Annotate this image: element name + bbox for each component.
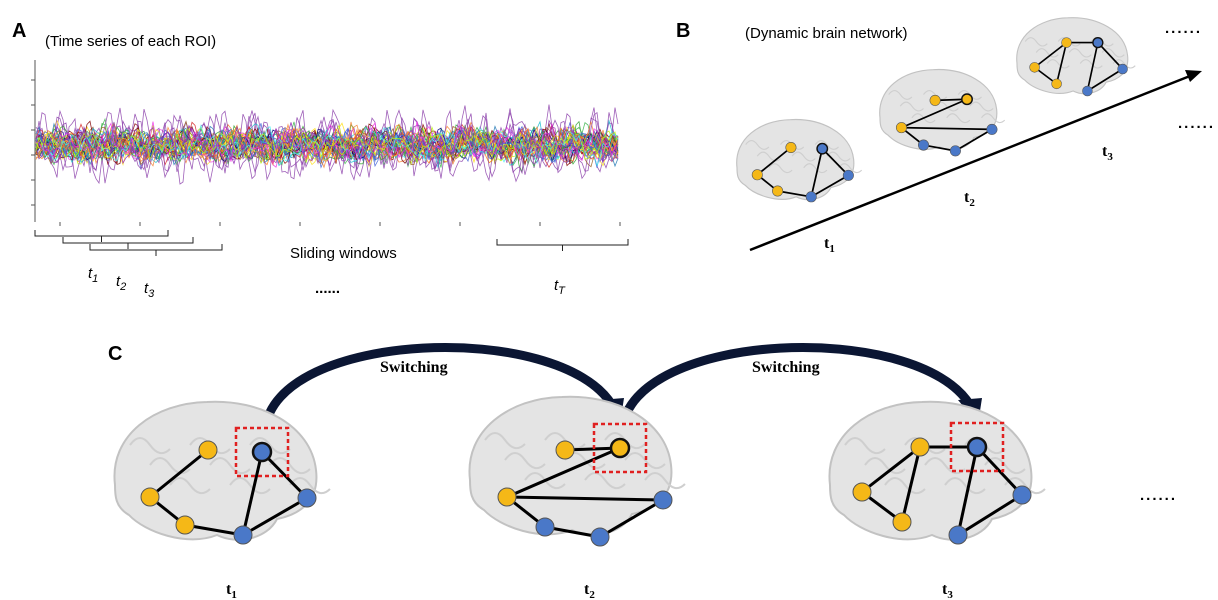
node [786, 142, 796, 152]
node [654, 491, 672, 509]
node [918, 140, 928, 150]
window-label: t2 [116, 273, 126, 293]
diagram-shapes [35, 18, 1202, 546]
node [1052, 79, 1062, 89]
node [987, 124, 997, 134]
brain [114, 402, 316, 540]
node [1118, 64, 1128, 74]
caption: (Time series of each ROI) [45, 33, 216, 50]
window-label: t1 [88, 265, 98, 285]
node [949, 526, 967, 544]
node [536, 518, 554, 536]
node [199, 441, 217, 459]
bracket [497, 239, 628, 251]
node [1030, 62, 1040, 72]
time-label: t2 [584, 581, 595, 600]
time-label: t1 [226, 581, 237, 600]
brain-network [469, 397, 685, 546]
node [911, 438, 929, 456]
transition-label: Switching [752, 359, 820, 376]
brain-network [737, 120, 862, 202]
ellipsis: ...... [315, 280, 340, 297]
node [806, 192, 816, 202]
node [611, 439, 629, 457]
node [591, 528, 609, 546]
node [772, 186, 782, 196]
node [893, 513, 911, 531]
node [950, 146, 960, 156]
panel-label: A [12, 20, 26, 42]
node [141, 488, 159, 506]
node [843, 170, 853, 180]
panel-label: B [676, 20, 690, 42]
transition-label: Switching [380, 359, 448, 376]
caption: (Dynamic brain network) [745, 25, 908, 42]
panel-label: C [108, 343, 122, 365]
node [752, 170, 762, 180]
brain-network [880, 70, 1005, 157]
time-label: t3 [942, 581, 953, 600]
node [930, 95, 940, 105]
ellipsis: ...... [1178, 115, 1215, 132]
node [234, 526, 252, 544]
brain-network [114, 402, 330, 544]
ellipsis: ...... [1140, 487, 1177, 504]
node [962, 94, 972, 104]
window-label: t3 [144, 280, 155, 300]
node [298, 489, 316, 507]
figure: A (Time series of each ROI) Sliding wind… [0, 0, 1218, 600]
bracket [63, 237, 193, 249]
node [556, 441, 574, 459]
node [1062, 38, 1072, 48]
node [498, 488, 516, 506]
windows-label: Sliding windows [290, 245, 397, 262]
brain [737, 120, 854, 200]
ellipsis: ...... [1165, 20, 1202, 37]
brain-network [1017, 18, 1136, 96]
time-label: t2 [964, 189, 975, 209]
brain-network [829, 402, 1045, 544]
time-label: t3 [1102, 143, 1113, 163]
node [1013, 486, 1031, 504]
bracket [35, 230, 168, 242]
node [1093, 38, 1103, 48]
time-series [31, 60, 620, 226]
node [968, 438, 986, 456]
bracket [90, 244, 222, 256]
node [896, 122, 906, 132]
node [853, 483, 871, 501]
arrow-head [1185, 70, 1202, 82]
window-label: tT [554, 277, 566, 297]
node [253, 443, 271, 461]
node [176, 516, 194, 534]
time-label: t1 [824, 235, 835, 255]
node [1082, 86, 1092, 96]
node [817, 143, 827, 153]
